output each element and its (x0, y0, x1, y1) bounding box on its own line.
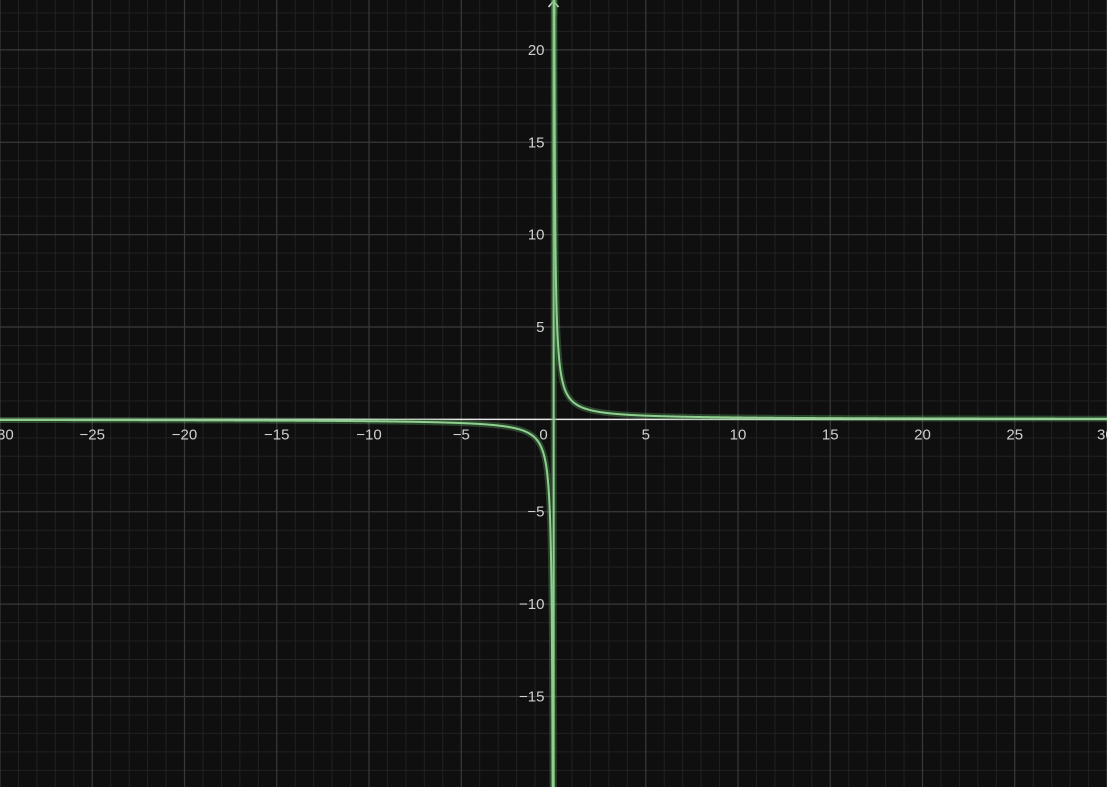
x-tick-label: −10 (356, 426, 381, 443)
y-tick-label: −15 (519, 688, 544, 705)
x-tick-label: 25 (1006, 426, 1023, 443)
x-tick-label: −5 (453, 426, 470, 443)
x-tick-label: 30 (0, 426, 14, 443)
x-tick-label: 10 (730, 426, 747, 443)
x-tick-label: −15 (264, 426, 289, 443)
x-tick-label: 30 (1097, 426, 1107, 443)
x-tick-label: 0 (539, 426, 547, 443)
x-axis-tick-labels: 30 −25 −20 −15 −10 −5 0 5 10 15 20 25 30 (0, 426, 1107, 443)
y-tick-label: −5 (527, 504, 544, 521)
curve-branch-negative[interactable] (0, 0, 556, 787)
y-tick-label: 10 (528, 227, 545, 244)
x-tick-label: 5 (642, 426, 650, 443)
x-tick-label: 15 (822, 426, 839, 443)
y-tick-label: 5 (536, 319, 544, 336)
y-tick-label: −10 (519, 596, 544, 613)
x-tick-label: −20 (172, 426, 197, 443)
curve-branch-positive[interactable] (553, 0, 1107, 420)
x-tick-label: −25 (80, 426, 105, 443)
y-tick-label: 20 (528, 42, 545, 59)
x-tick-label: 20 (914, 426, 931, 443)
y-tick-label: 15 (528, 134, 545, 151)
y-axis-tick-labels: −15 −10 −5 5 10 15 20 (519, 42, 544, 706)
